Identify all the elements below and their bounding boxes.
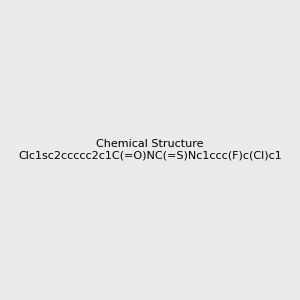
Text: Chemical Structure
Clc1sc2ccccc2c1C(=O)NC(=S)Nc1ccc(F)c(Cl)c1: Chemical Structure Clc1sc2ccccc2c1C(=O)N… — [18, 139, 282, 161]
